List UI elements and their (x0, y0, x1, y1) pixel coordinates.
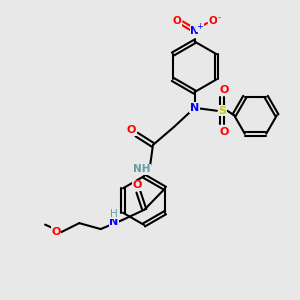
Text: O: O (219, 85, 228, 95)
Text: O: O (219, 127, 228, 136)
Text: O: O (208, 16, 217, 26)
Text: NH: NH (133, 164, 150, 174)
Text: O: O (132, 180, 142, 190)
Text: O: O (173, 16, 182, 26)
Text: S: S (218, 106, 226, 116)
Text: N: N (109, 217, 119, 226)
Text: +: + (196, 22, 203, 32)
Text: N: N (190, 103, 199, 113)
Text: -: - (218, 14, 220, 22)
Text: N: N (190, 26, 199, 35)
Text: O: O (51, 227, 61, 237)
Text: O: O (127, 125, 136, 135)
Text: H: H (110, 208, 118, 219)
